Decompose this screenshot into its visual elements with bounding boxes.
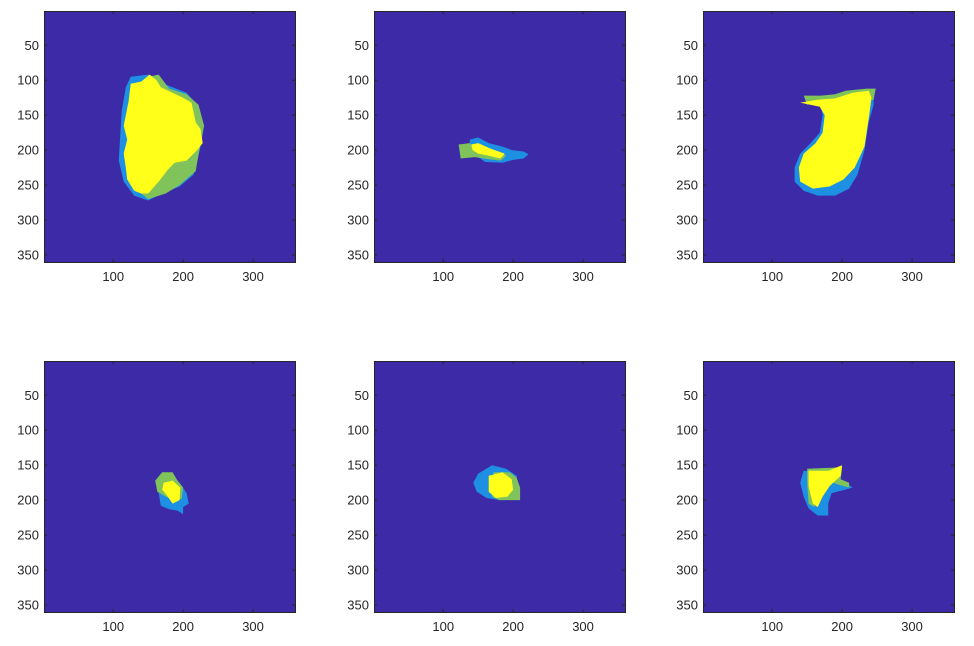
y-tick-label: 100	[676, 73, 698, 88]
segmentation-regions	[794, 88, 876, 196]
x-tick-label: 100	[761, 619, 783, 634]
y-tick-label: 150	[347, 108, 369, 123]
y-tick-label: 200	[676, 143, 698, 158]
y-tick-label: 350	[17, 248, 39, 263]
y-tick-label: 100	[347, 73, 369, 88]
y-tick-label: 350	[676, 598, 698, 613]
axes-panel-1: 100 200 300 50 100 150 200 250 300 350	[17, 11, 296, 284]
region-yellow	[808, 465, 843, 508]
x-tick-label: 300	[242, 269, 264, 284]
segmentation-regions	[118, 74, 205, 201]
y-tick-label: 250	[17, 528, 39, 543]
y-tick-label: 300	[676, 213, 698, 228]
axes-frame	[374, 361, 626, 613]
x-tick-label: 100	[761, 269, 783, 284]
y-tick-label: 50	[684, 388, 698, 403]
y-tick-label: 350	[676, 248, 698, 263]
y-tick-label: 150	[676, 108, 698, 123]
y-tick-label: 150	[17, 458, 39, 473]
segmentation-regions	[458, 137, 529, 163]
y-tick-label: 250	[347, 178, 369, 193]
region-yellow	[488, 472, 514, 498]
x-tick-label: 200	[172, 269, 194, 284]
y-tick-label: 100	[17, 73, 39, 88]
region-yellow	[798, 90, 872, 189]
y-tick-label: 300	[347, 563, 369, 578]
y-tick-label: 50	[25, 38, 39, 53]
y-tick-label: 350	[17, 598, 39, 613]
axes-panel-4: 100 200 300 50 100 150 200 250 300 350	[17, 361, 296, 634]
y-tick-label: 150	[676, 458, 698, 473]
x-tick-label: 300	[242, 619, 264, 634]
x-tick-label: 100	[432, 269, 454, 284]
y-tick-label: 150	[347, 458, 369, 473]
x-tick-label: 300	[572, 269, 594, 284]
y-tick-label: 250	[676, 178, 698, 193]
y-tick-label: 50	[25, 388, 39, 403]
x-tick-label: 100	[432, 619, 454, 634]
y-tick-label: 50	[355, 388, 369, 403]
axes-panel-3: 100 200 300 50 100 150 200 250 300 350	[676, 11, 955, 284]
y-tick-label: 300	[347, 213, 369, 228]
y-tick-label: 350	[347, 598, 369, 613]
y-tick-label: 100	[347, 423, 369, 438]
y-tick-label: 350	[347, 248, 369, 263]
y-tick-label: 200	[17, 493, 39, 508]
y-tick-label: 150	[17, 108, 39, 123]
x-tick-label: 200	[172, 619, 194, 634]
region-yellow	[123, 74, 203, 194]
y-tick-label: 200	[347, 143, 369, 158]
y-tick-label: 100	[676, 423, 698, 438]
y-tick-label: 200	[676, 493, 698, 508]
x-tick-label: 100	[102, 269, 124, 284]
axes-frame	[703, 11, 955, 263]
x-tick-label: 200	[502, 269, 524, 284]
y-tick-label: 250	[676, 528, 698, 543]
segmentation-regions	[473, 465, 521, 501]
y-tick-label: 300	[676, 563, 698, 578]
y-tick-label: 250	[17, 178, 39, 193]
axes-panel-6: 100 200 300 50 100 150 200 250 300 350	[676, 361, 955, 634]
x-tick-label: 200	[831, 269, 853, 284]
y-tick-label: 50	[355, 38, 369, 53]
x-tick-label: 300	[901, 269, 923, 284]
y-tick-label: 300	[17, 213, 39, 228]
segmentation-regions	[155, 472, 189, 515]
axes-frame	[703, 361, 955, 613]
x-tick-label: 100	[102, 619, 124, 634]
y-tick-label: 200	[17, 143, 39, 158]
axes-frame	[44, 11, 296, 263]
axes-panel-5: 100 200 300 50 100 150 200 250 300 350	[347, 361, 626, 634]
region-yellow	[471, 143, 505, 159]
axes-frame	[374, 11, 626, 263]
y-tick-label: 100	[17, 423, 39, 438]
region-yellow	[162, 480, 181, 504]
x-tick-label: 300	[572, 619, 594, 634]
axes-frame	[44, 361, 296, 613]
segmentation-regions	[800, 465, 853, 516]
image-background	[374, 11, 625, 262]
y-tick-label: 200	[347, 493, 369, 508]
y-tick-label: 250	[347, 528, 369, 543]
x-tick-label: 300	[901, 619, 923, 634]
axes-panel-2: 100 200 300 50 100 150 200 250 300 350	[347, 11, 626, 284]
y-tick-label: 50	[684, 38, 698, 53]
y-tick-label: 300	[17, 563, 39, 578]
x-tick-label: 200	[831, 619, 853, 634]
x-tick-label: 200	[502, 619, 524, 634]
